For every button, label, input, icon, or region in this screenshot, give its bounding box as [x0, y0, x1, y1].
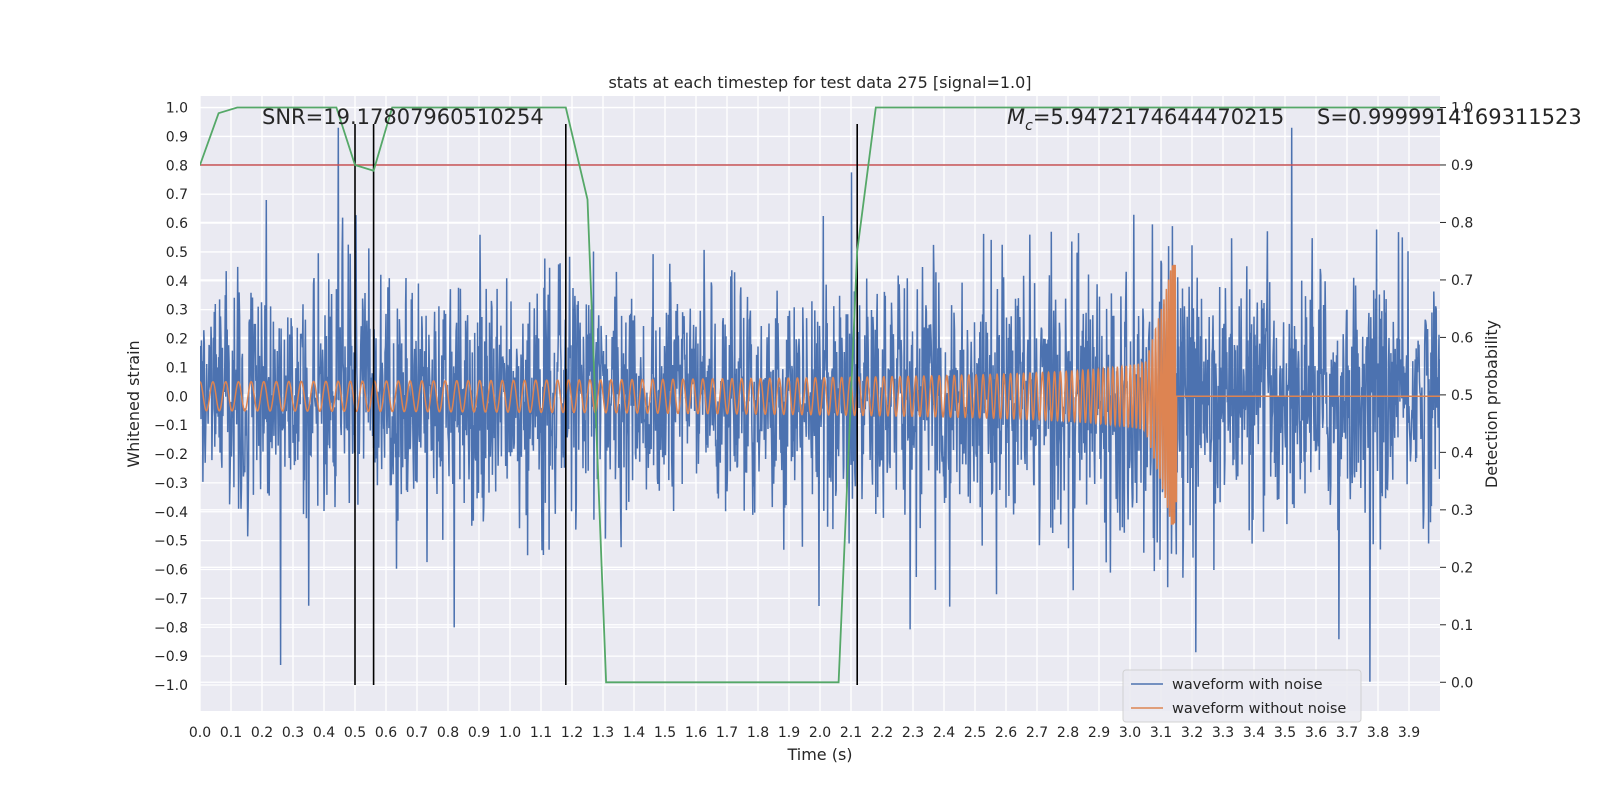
x-tick-label: 2.7: [1026, 725, 1048, 741]
y-tick-label: 0.5: [166, 245, 188, 261]
x-tick-label: 0.9: [468, 725, 490, 741]
snr-annotation: SNR=19.17807960510254: [262, 105, 544, 129]
y-tick-label: −0.4: [154, 505, 188, 521]
y2-tick-label: 0.7: [1451, 273, 1473, 289]
x-tick-label: 2.3: [902, 725, 924, 741]
x-tick-label: 0.3: [282, 725, 304, 741]
chirp-mass-symbol: M: [1007, 105, 1025, 129]
x-tick-label: 1.1: [530, 725, 552, 741]
x-tick-label: 0.1: [220, 725, 242, 741]
y-tick-label: 0.6: [166, 216, 188, 232]
waveform-without-noise-line: [200, 264, 1440, 525]
x-tick-label: 0.8: [437, 725, 459, 741]
x-tick-label: 0.4: [313, 725, 335, 741]
chirp-mass-value: =5.9472174644470215: [1033, 105, 1284, 129]
y-tick-label: 0.7: [166, 187, 188, 203]
y2-axis-ticks: 1.0 0.9 0.8 0.7 0.6 0.5 0.4 0.3 0.2 0.1 0.0: [1440, 100, 1473, 691]
y-tick-label: −0.5: [154, 534, 188, 550]
waveform-without-noise-series: [200, 264, 1440, 525]
y2-tick-label: 0.9: [1451, 158, 1473, 174]
x-tick-label: 3.0: [1119, 725, 1141, 741]
x-tick-label: 3.9: [1398, 725, 1420, 741]
x-tick-label: 2.0: [809, 725, 831, 741]
x-tick-label: 2.5: [964, 725, 986, 741]
x-tick-label: 0.2: [251, 725, 273, 741]
y-tick-label: −0.1: [154, 418, 188, 434]
x-tick-label: 3.3: [1212, 725, 1234, 741]
waveform-with-noise-series: [200, 127, 1440, 682]
legend-label-clean: waveform without noise: [1172, 701, 1346, 717]
x-tick-label: 0.0: [189, 725, 211, 741]
x-tick-label: 1.7: [716, 725, 738, 741]
y2-tick-label: 0.3: [1451, 503, 1473, 519]
x-tick-label: 2.8: [1057, 725, 1079, 741]
y-tick-label: 0.4: [166, 274, 188, 290]
x-tick-label: 0.7: [406, 725, 428, 741]
x-tick-label: 1.8: [747, 725, 769, 741]
x-tick-label: 1.6: [685, 725, 707, 741]
x-tick-label: 0.6: [375, 725, 397, 741]
x-tick-label: 1.9: [778, 725, 800, 741]
x-tick-label: 2.9: [1088, 725, 1110, 741]
legend: waveform with noise waveform without noi…: [1122, 669, 1362, 723]
y-tick-label: 0.2: [166, 332, 188, 348]
y-tick-label: 0.3: [166, 303, 188, 319]
y2-axis-label: Detection probability: [1482, 320, 1501, 488]
y-tick-label: 0.1: [166, 360, 188, 376]
y2-tick-label: 0.6: [1451, 330, 1473, 346]
x-tick-label: 2.2: [871, 725, 893, 741]
detection-probability-line: [200, 106, 1440, 684]
y2-tick-label: 0.1: [1451, 618, 1473, 634]
y-axis-ticks: 1.0 0.9 0.8 0.7 0.6 0.5 0.4 0.3 0.2 0.1 0.0 −0.1 −0.…: [154, 101, 188, 694]
x-tick-label: 3.7: [1336, 725, 1358, 741]
y2-tick-label: 0.8: [1451, 215, 1473, 231]
probability-overlay: [200, 106, 1440, 686]
x-tick-label: 1.3: [592, 725, 614, 741]
x-tick-label: 2.1: [840, 725, 862, 741]
y-axis-label: Whitened strain: [124, 340, 143, 467]
x-tick-label: 3.6: [1305, 725, 1327, 741]
x-tick-label: 1.2: [561, 725, 583, 741]
y-tick-label: 1.0: [166, 101, 188, 117]
waveform-with-noise-line: [200, 127, 1440, 682]
y2-tick-label: 1.0: [1451, 100, 1473, 116]
x-tick-label: 3.5: [1274, 725, 1296, 741]
chirp-mass-annotation: Mc=5.9472174644470215: [1007, 105, 1284, 134]
y-tick-label: −0.3: [154, 476, 188, 492]
x-tick-label: 2.4: [933, 725, 955, 741]
x-tick-label: 3.1: [1150, 725, 1172, 741]
x-tick-label: 3.2: [1181, 725, 1203, 741]
y2-tick-label: 0.5: [1451, 388, 1473, 404]
legend-box: [1122, 669, 1362, 723]
y-tick-label: −0.2: [154, 447, 188, 463]
x-tick-label: 3.8: [1367, 725, 1389, 741]
x-tick-label: 1.4: [623, 725, 645, 741]
s-annotation: S=0.9999914169311523: [1317, 105, 1582, 129]
x-axis-ticks: 0.0 0.1 0.2 0.3 0.4 0.5 0.6 0.7 0.8 0.9 1.0 1.1 1.2 1…: [189, 725, 1420, 741]
y-tick-label: 0.8: [166, 158, 188, 174]
y2-tick-label: 0.4: [1451, 445, 1473, 461]
x-tick-label: 1.5: [654, 725, 676, 741]
x-axis-label: Time (s): [786, 745, 852, 764]
y-tick-label: −1.0: [154, 678, 188, 694]
y-tick-label: 0.9: [166, 129, 188, 145]
legend-label-noisy: waveform with noise: [1172, 677, 1323, 693]
y-tick-label: −0.7: [154, 591, 188, 607]
x-tick-label: 2.6: [995, 725, 1017, 741]
chirp-mass-subscript: c: [1025, 118, 1033, 134]
x-tick-label: 1.0: [499, 725, 521, 741]
y2-tick-label: 0.2: [1451, 560, 1473, 576]
y-tick-label: −0.6: [154, 563, 188, 579]
x-tick-label: 0.5: [344, 725, 366, 741]
y-tick-label: 0.0: [166, 389, 188, 405]
y-tick-label: −0.8: [154, 620, 188, 636]
x-tick-label: 3.4: [1243, 725, 1265, 741]
y-tick-label: −0.9: [154, 649, 188, 665]
y2-tick-label: 0.0: [1451, 675, 1473, 691]
chart-title: stats at each timestep for test data 275…: [608, 73, 1031, 92]
